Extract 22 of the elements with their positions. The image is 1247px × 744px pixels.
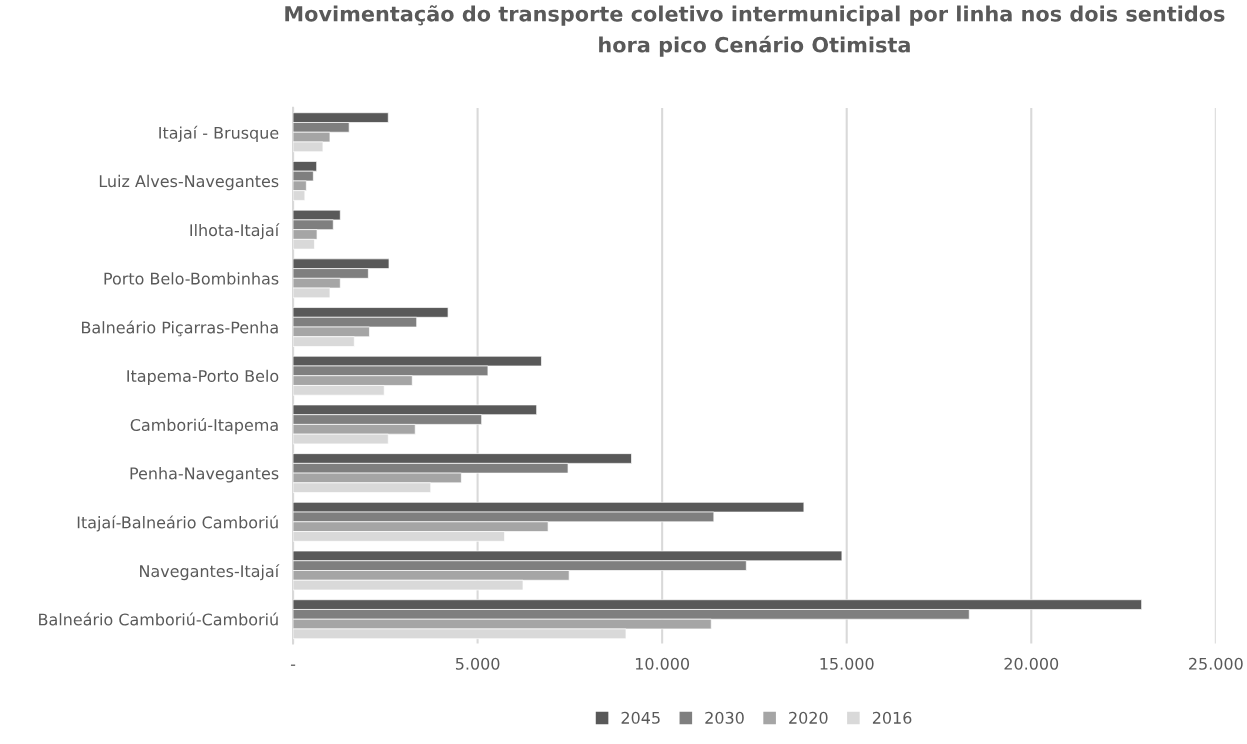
y-tick-label: Penha-Navegantes <box>130 467 279 483</box>
y-tick-label: Balneário Piçarras-Penha <box>82 320 278 337</box>
y-tick-label: Itajaí-Balneário Camboriú <box>77 515 278 532</box>
x-tick-label: 5.000 <box>455 657 500 670</box>
x-tick-label: 20.000 <box>1004 657 1059 670</box>
y-tick-label: Itajaí - Brusque <box>159 125 279 142</box>
y-tick-label: Porto Belo-Bombinhas <box>104 272 279 285</box>
y-tick-label: Navegantes-Itajaí <box>140 564 280 581</box>
x-tick-label: 15.000 <box>820 657 874 670</box>
y-tick-label: Camboriú-Itapema <box>130 418 278 435</box>
chart-title: Movimentação do transporte coletivo intermunicipal por linha nos dois sentidos hora pico Cenário Otimista <box>285 5 1225 57</box>
legend-label: 2030 <box>705 711 744 724</box>
legend-label: 2020 <box>789 711 828 724</box>
legend-label: 2016 <box>872 711 912 724</box>
y-tick-label: Luiz Alves-Navegantes <box>99 174 279 191</box>
y-tick-label: Balneário Camboriú-Camboriú <box>39 612 278 626</box>
x-tick-label: 10.000 <box>635 657 690 670</box>
y-tick-label: Itapema-Porto Belo <box>127 369 279 386</box>
x-tick-label: 25.000 <box>1189 657 1243 670</box>
legend-label: 2045 <box>621 711 660 724</box>
x-tick-label: - <box>290 664 296 666</box>
y-tick-label: Ilhota-Itajaí <box>190 223 280 240</box>
